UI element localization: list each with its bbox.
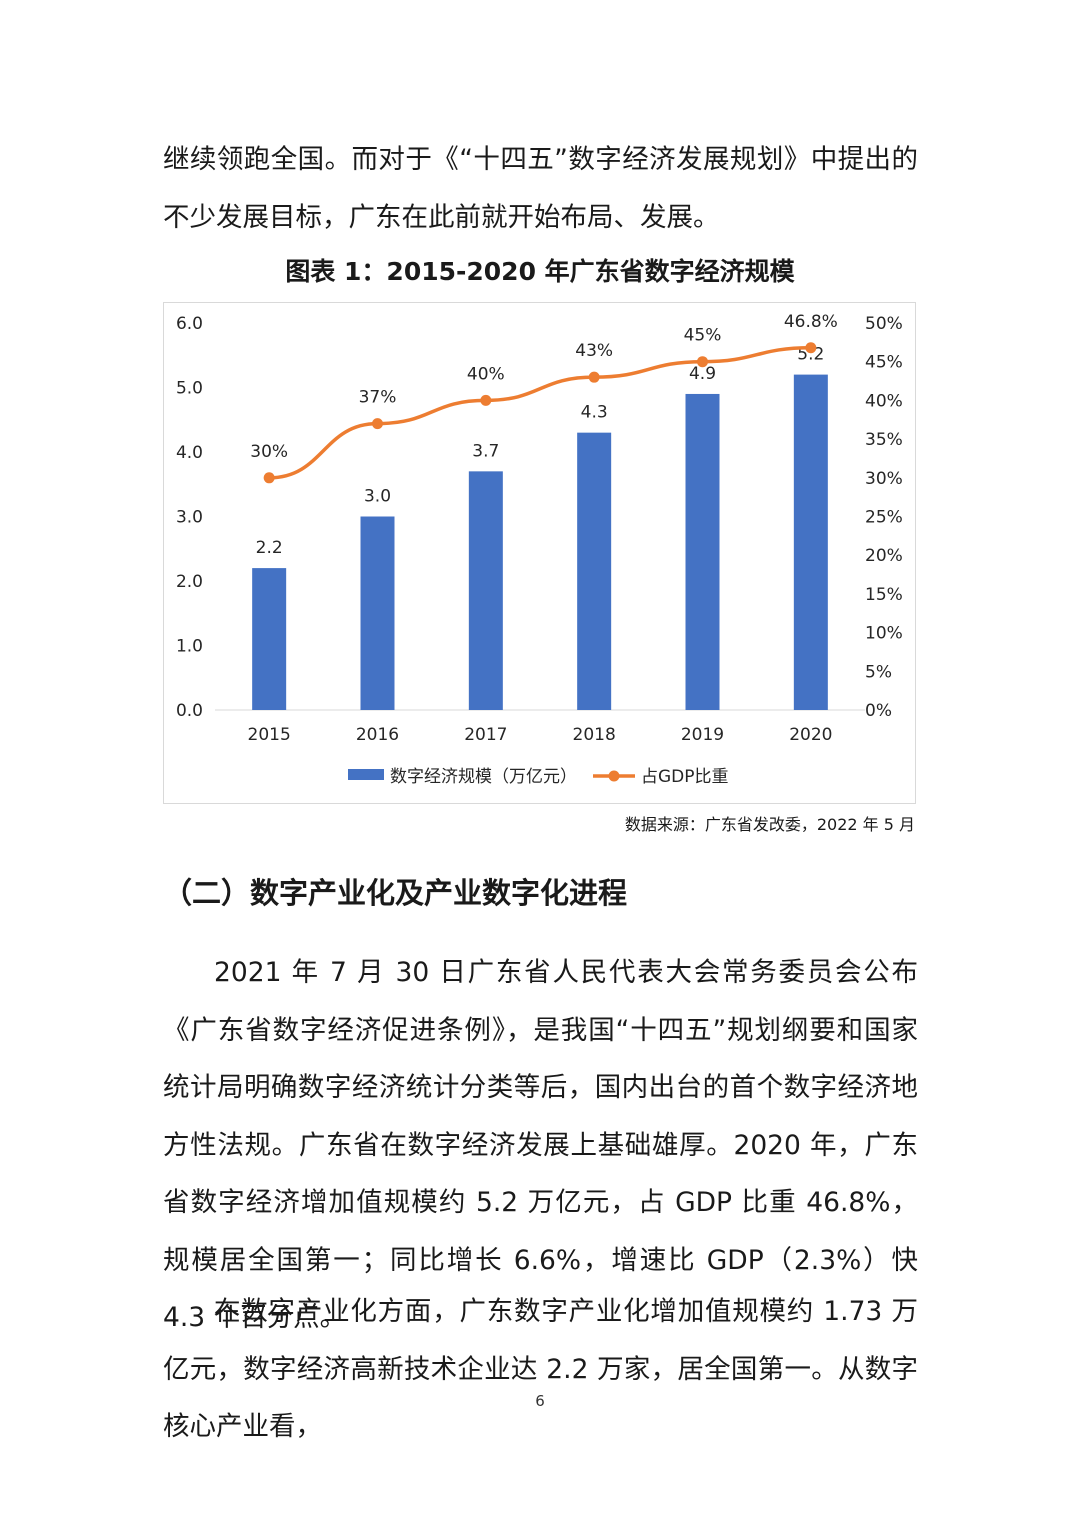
- line-point: [697, 356, 708, 368]
- legend-bar-swatch: [348, 769, 384, 780]
- x-tick-label: 2017: [464, 725, 507, 745]
- line-point: [263, 472, 275, 484]
- line-point: [588, 371, 600, 383]
- x-tick-label: 2019: [681, 725, 724, 745]
- y-left-tick-label: 6.0: [176, 314, 203, 334]
- body-paragraph-2: 2021 年 7 月 30 日广东省人民代表大会常务委员会公布《广东省数字经济促…: [163, 957, 918, 1333]
- x-tick-label: 2016: [356, 725, 399, 745]
- y-right-tick-label: 10%: [865, 624, 903, 644]
- line-data-label: 43%: [575, 341, 613, 361]
- source-note: 数据来源：广东省发改委，2022 年 5 月: [624, 815, 915, 834]
- y-right-tick-label: 30%: [865, 469, 903, 489]
- bar: [685, 393, 720, 710]
- page-number: 6: [535, 1392, 545, 1410]
- line-data-label: 40%: [467, 364, 505, 384]
- line-series-path: [267, 346, 813, 480]
- intro-paragraph: 继续领跑全国。而对于《“十四五”数字经济发展规划》中提出的不少发展目标，广东在此…: [163, 144, 918, 233]
- line-point: [372, 418, 383, 430]
- body-paragraph-3: 在数字产业化方面，广东数字产业化增加值规模约 1.73 万亿元，数字经济高新技术…: [163, 1296, 918, 1442]
- y-right-tick-label: 5%: [865, 662, 892, 682]
- line-data-label: 46.8%: [784, 312, 838, 332]
- bar-data-label: 4.9: [689, 364, 716, 384]
- y-left-tick-label: 3.0: [176, 508, 203, 528]
- y-left-tick-label: 1.0: [176, 637, 203, 657]
- line-data-label: 30%: [250, 442, 288, 462]
- legend-bar-label: 数字经济规模（万亿元）: [390, 767, 577, 787]
- bar-data-label: 5.2: [797, 345, 824, 365]
- bar-data-label: 2.2: [256, 538, 283, 558]
- y-left-tick-label: 0.0: [176, 701, 203, 721]
- line-data-label: 45%: [684, 326, 722, 346]
- figure-title: 图表 1：2015-2020 年广东省数字经济规模: [285, 257, 795, 286]
- line-point: [480, 394, 492, 406]
- line-data-label: 37%: [359, 388, 397, 408]
- x-tick-label: 2015: [248, 725, 291, 745]
- y-right-tick-label: 25%: [865, 508, 903, 528]
- bar: [252, 568, 287, 710]
- y-right-tick-label: 35%: [865, 430, 903, 450]
- line-point: [805, 342, 817, 354]
- y-right-tick-label: 40%: [865, 391, 903, 411]
- bar-data-label: 4.3: [581, 403, 608, 423]
- bar-data-label: 3.0: [364, 487, 391, 507]
- bar-data-label: 3.7: [472, 441, 499, 461]
- bar: [793, 374, 828, 710]
- y-left-tick-label: 5.0: [176, 379, 203, 399]
- bar: [360, 516, 395, 710]
- x-tick-label: 2018: [573, 725, 616, 745]
- legend-line-label: 占GDP比重: [641, 767, 729, 787]
- bar: [468, 471, 503, 710]
- section-heading: （二）数字产业化及产业数字化进程: [163, 876, 628, 910]
- bar: [577, 432, 612, 710]
- y-right-tick-label: 20%: [865, 546, 903, 566]
- y-right-tick-label: 45%: [865, 353, 903, 373]
- combo-chart: 0.0 1.0 2.0 3.0 4.0 5.0 6.0 0% 5% 10% 15% 20% 25% 30%…: [176, 312, 903, 787]
- y-left-tick-label: 2.0: [176, 572, 203, 592]
- y-left-tick-label: 4.0: [176, 443, 203, 463]
- x-tick-label: 2020: [789, 725, 832, 745]
- chart-frame: [163, 302, 916, 804]
- y-right-tick-label: 0%: [865, 701, 892, 721]
- legend-line-marker: [608, 770, 620, 782]
- y-right-tick-label: 50%: [865, 314, 903, 334]
- y-right-tick-label: 15%: [865, 585, 903, 605]
